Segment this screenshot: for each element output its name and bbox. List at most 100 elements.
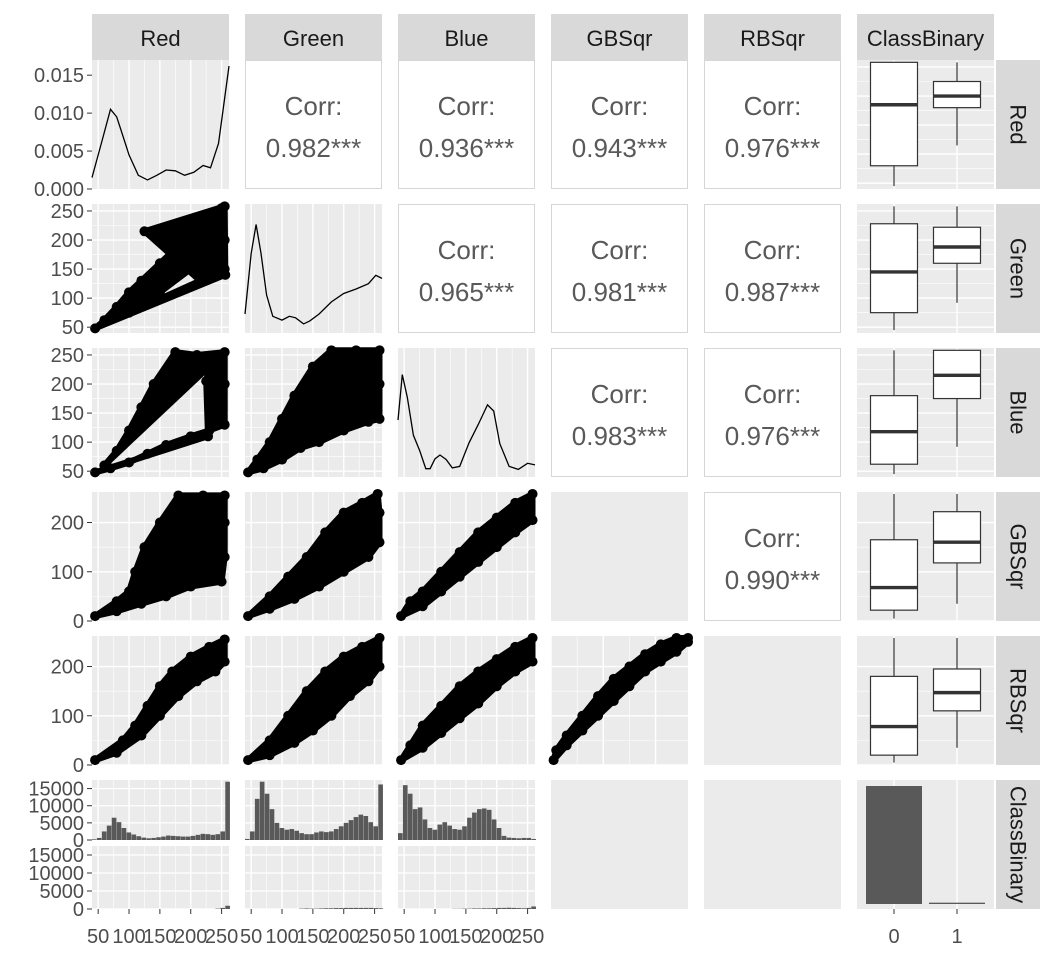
hist-bar bbox=[210, 834, 216, 840]
scatter-point bbox=[124, 307, 135, 318]
boxplot-box bbox=[869, 675, 919, 756]
hist-bar bbox=[457, 829, 462, 840]
strip-right-label: GBSqr bbox=[1006, 523, 1031, 589]
scatter-point bbox=[436, 700, 447, 711]
scatter-point bbox=[173, 240, 184, 251]
corr-label: Corr: bbox=[744, 235, 802, 265]
corr-value: 0.936*** bbox=[419, 133, 514, 163]
scatter-point bbox=[219, 419, 230, 430]
scatter-point bbox=[139, 542, 150, 553]
scatter-point bbox=[491, 654, 502, 665]
hist-bar bbox=[328, 908, 334, 909]
corr-label: Corr: bbox=[744, 379, 802, 409]
scatter-point bbox=[338, 425, 349, 436]
scatter-point bbox=[551, 745, 562, 756]
hist-bar bbox=[378, 908, 383, 909]
hist-bar bbox=[180, 836, 186, 840]
hist-bar bbox=[348, 820, 354, 840]
hist-bar bbox=[427, 828, 433, 840]
strip-top-label: Green bbox=[283, 26, 344, 51]
scatter-point bbox=[283, 571, 294, 582]
scatter-point bbox=[219, 347, 230, 358]
hist-bar bbox=[190, 835, 196, 840]
x-tick-label: 100 bbox=[418, 926, 451, 948]
hist-bar bbox=[506, 907, 512, 909]
scatter-point bbox=[204, 208, 215, 219]
scatter-point bbox=[219, 634, 230, 645]
scatter-point bbox=[320, 527, 331, 538]
hist-bar bbox=[254, 798, 260, 840]
x-tick-label: 1 bbox=[951, 926, 962, 948]
y-tick-label: 15000 bbox=[28, 779, 84, 801]
strip-top-label: Red bbox=[140, 26, 180, 51]
scatter-point bbox=[326, 345, 337, 356]
scatter-point bbox=[289, 737, 300, 748]
hist-bar bbox=[348, 907, 354, 909]
scatter-point bbox=[374, 661, 385, 672]
scatter-point bbox=[264, 750, 275, 761]
scatter-point bbox=[161, 440, 172, 451]
hist-bar bbox=[472, 908, 477, 909]
scatter-point bbox=[264, 437, 275, 448]
scatter-point bbox=[338, 507, 349, 518]
scatter-point bbox=[99, 315, 110, 326]
scatter-point bbox=[577, 710, 588, 721]
hist-bar bbox=[437, 824, 443, 840]
corr-value: 0.990*** bbox=[725, 565, 820, 595]
scatter-point bbox=[252, 454, 263, 465]
x-tick-label: 50 bbox=[393, 926, 415, 948]
scatter-point bbox=[593, 691, 604, 702]
scatter-point bbox=[90, 611, 101, 622]
scatter-point bbox=[405, 596, 416, 607]
hist-bar bbox=[225, 905, 230, 909]
hist-bar bbox=[358, 814, 364, 840]
hist-bar bbox=[175, 836, 181, 840]
scatter-point bbox=[111, 301, 122, 312]
hist-bar bbox=[141, 837, 147, 840]
y-tick-label: 200 bbox=[51, 230, 84, 252]
scatter-point bbox=[136, 275, 147, 286]
hist-bar bbox=[274, 822, 280, 840]
scatter-point bbox=[608, 695, 619, 706]
scatter-point bbox=[170, 347, 181, 358]
scatter-point bbox=[374, 632, 385, 643]
scatter-point bbox=[283, 710, 294, 721]
hist-bar bbox=[284, 829, 290, 840]
hist-bar bbox=[373, 826, 378, 840]
scatter-point bbox=[301, 551, 312, 562]
corr-panel bbox=[551, 204, 688, 333]
hist-bar bbox=[279, 828, 285, 840]
scatter-point bbox=[561, 730, 572, 741]
hist-bar bbox=[269, 809, 275, 840]
hist-bar bbox=[92, 839, 97, 840]
hist-bar bbox=[333, 908, 339, 909]
hist-bar bbox=[245, 838, 250, 840]
corr-label: Corr: bbox=[591, 235, 649, 265]
scatter-point bbox=[219, 379, 230, 390]
scatter-point bbox=[417, 586, 428, 597]
hist-bar bbox=[333, 829, 339, 840]
scatter-point bbox=[173, 490, 184, 501]
scatter-point bbox=[593, 710, 604, 721]
strip-right-classbinary bbox=[996, 780, 1040, 909]
hist-bar bbox=[486, 809, 492, 840]
scatter-point bbox=[154, 710, 165, 721]
scatter-point bbox=[111, 596, 122, 607]
corr-panel bbox=[398, 60, 535, 189]
scatter-point bbox=[640, 666, 651, 677]
hist-bar bbox=[531, 838, 536, 840]
scatter-point bbox=[436, 566, 447, 577]
x-tick-label: 50 bbox=[87, 926, 109, 948]
scatter-point bbox=[243, 467, 254, 478]
scatter-point bbox=[344, 691, 355, 702]
corr-value: 0.976*** bbox=[725, 421, 820, 451]
hist-grid bbox=[92, 846, 229, 910]
scatter-point bbox=[417, 720, 428, 731]
hist-bar bbox=[259, 781, 265, 840]
hist-bar bbox=[447, 825, 453, 840]
hist-bar bbox=[215, 834, 221, 840]
corr-label: Corr: bbox=[591, 379, 649, 409]
corr-label: Corr: bbox=[744, 523, 802, 553]
corr-panel bbox=[551, 348, 688, 477]
